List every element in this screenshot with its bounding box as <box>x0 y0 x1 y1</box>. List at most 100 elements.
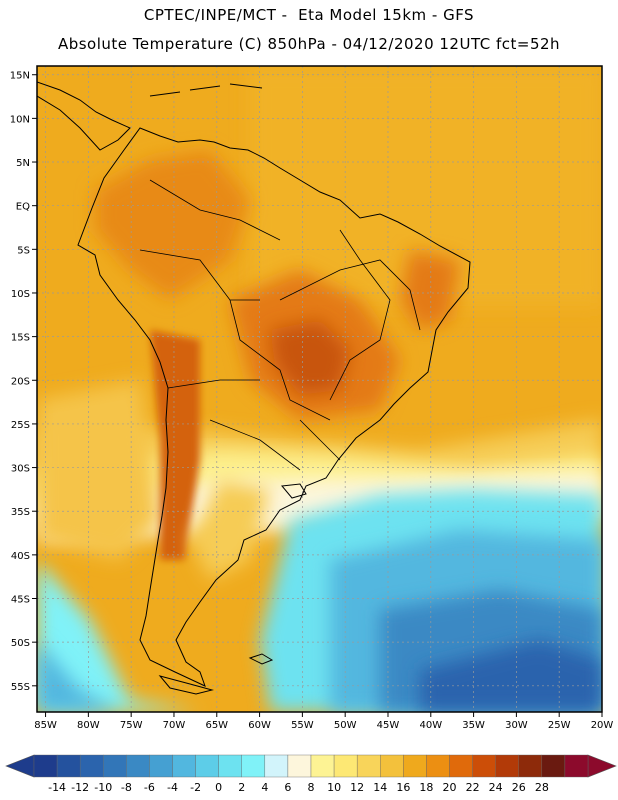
lat-label: 35S <box>11 507 30 518</box>
lat-label: 55S <box>11 682 30 693</box>
colorbar-swatch <box>380 754 404 778</box>
colorbar-swatch <box>449 754 473 778</box>
lat-label: 20S <box>11 376 30 387</box>
colorbar-swatch <box>541 754 566 778</box>
lon-label: 75W <box>120 720 143 731</box>
latitude-labels: 15N 10N 5N EQ 5S 10S 15S 20S 25S 30S 35S 40S 45S 50S 5… <box>10 71 37 693</box>
colorbar-over-arrow <box>587 754 617 778</box>
colorbar-label: 14 <box>373 781 387 794</box>
lon-label: 55W <box>291 720 314 731</box>
lon-label: 80W <box>77 720 100 731</box>
lon-label: 60W <box>248 720 271 731</box>
colorbar-label: -6 <box>144 781 155 794</box>
title-line-1: CPTEC/INPE/MCT - Eta Model 15km - GFS <box>143 6 475 24</box>
colorbar-swatch <box>126 754 150 778</box>
tierra-del-fuego <box>158 675 214 695</box>
colorbar-label: 6 <box>284 781 291 794</box>
colorbar-label: -8 <box>121 781 132 794</box>
lon-label: 20W <box>591 720 614 731</box>
colorbar-swatch <box>172 754 196 778</box>
field-andes-strip <box>150 330 200 560</box>
colorbar <box>5 754 617 778</box>
field-sw-blue <box>37 640 120 712</box>
longitude-labels: 85W 80W 75W 70W 65W 60W 55W 50W 45W 40W 35W 30W 25W 2… <box>34 712 613 731</box>
colorbar-label: 8 <box>308 781 315 794</box>
colorbar-label: -2 <box>190 781 201 794</box>
colorbar-swatch <box>518 754 543 778</box>
colorbar-swatch <box>195 754 219 778</box>
falkland-islands <box>248 653 274 665</box>
lagoa-dos-patos <box>281 483 307 499</box>
lon-label: 30W <box>505 720 528 731</box>
coastlines <box>37 81 471 695</box>
lat-label: 25S <box>11 420 30 431</box>
colorbar-label: 18 <box>419 781 433 794</box>
colorbar-label: 22 <box>466 781 480 794</box>
lon-label: 50W <box>334 720 357 731</box>
colorbar-swatch <box>264 754 289 778</box>
colorbar-swatch <box>403 754 427 778</box>
caribbean-islands <box>149 83 263 97</box>
lat-label: 5S <box>17 245 30 256</box>
lat-label: 30S <box>11 464 30 475</box>
country-borders <box>139 179 421 471</box>
graticule <box>37 66 603 712</box>
colorbar-swatch <box>333 754 358 778</box>
colorbar-swatch <box>149 754 173 778</box>
colorbar-swatch <box>472 754 496 778</box>
lat-label: 10S <box>11 289 30 300</box>
lon-label: 45W <box>377 720 400 731</box>
colorbar-swatch <box>103 754 127 778</box>
lon-label: 25W <box>548 720 571 731</box>
colorbar-label: 28 <box>535 781 549 794</box>
colorbar-label: -4 <box>167 781 178 794</box>
colorbar-swatch <box>241 754 266 778</box>
field-hot-core <box>270 320 350 395</box>
temperature-field <box>37 66 602 712</box>
colorbar-label: -12 <box>71 781 89 794</box>
colorbar-swatch <box>33 754 58 778</box>
central-america-coast <box>37 81 131 151</box>
colorbar-swatch <box>56 754 81 778</box>
map-border <box>36 65 603 713</box>
colorbar-label: 24 <box>489 781 503 794</box>
colorbar-swatch <box>310 754 335 778</box>
lat-label: 15S <box>11 333 30 344</box>
colorbar-swatch <box>426 754 450 778</box>
field-pacific-strip <box>37 380 160 560</box>
colorbar-swatch <box>79 754 104 778</box>
colorbar-label: -10 <box>94 781 112 794</box>
lat-label: EQ <box>16 202 30 213</box>
colorbar-label: -14 <box>48 781 66 794</box>
colorbar-label: 10 <box>327 781 341 794</box>
colorbar-label: 16 <box>396 781 410 794</box>
colorbar-under-arrow <box>5 754 35 778</box>
lon-label: 85W <box>34 720 57 731</box>
colorbar-swatch <box>495 754 519 778</box>
colorbar-label: 0 <box>215 781 222 794</box>
lon-label: 70W <box>163 720 186 731</box>
lat-label: 50S <box>11 638 30 649</box>
colorbar-label: 2 <box>238 781 245 794</box>
south-america-coast <box>77 127 471 687</box>
colorbar-swatch <box>356 754 381 778</box>
colorbar-swatch <box>287 754 312 778</box>
lat-label: 10N <box>10 114 30 125</box>
colorbar-label: 12 <box>350 781 364 794</box>
field-sw-cyan <box>37 560 200 712</box>
field-pampas-cool <box>190 480 270 580</box>
title-line-2: Absolute Temperature (C) 850hPa - 04/12/… <box>57 35 561 53</box>
colorbar-label: 4 <box>261 781 268 794</box>
lon-label: 40W <box>419 720 442 731</box>
field-north-andes <box>95 150 250 300</box>
lat-label: 45S <box>11 595 30 606</box>
colorbar-swatch <box>218 754 242 778</box>
lon-label: 35W <box>462 720 485 731</box>
lat-label: 15N <box>10 71 30 82</box>
colorbar-label: 20 <box>443 781 457 794</box>
lat-label: 5N <box>16 158 30 169</box>
colorbar-labels: -14 -12 -10 -8 -6 -4 -2 0 2 4 6 8 10 12 14 16 18 20 22 24 26… <box>48 781 549 794</box>
colorbar-swatch <box>564 754 589 778</box>
lon-label: 65W <box>205 720 228 731</box>
